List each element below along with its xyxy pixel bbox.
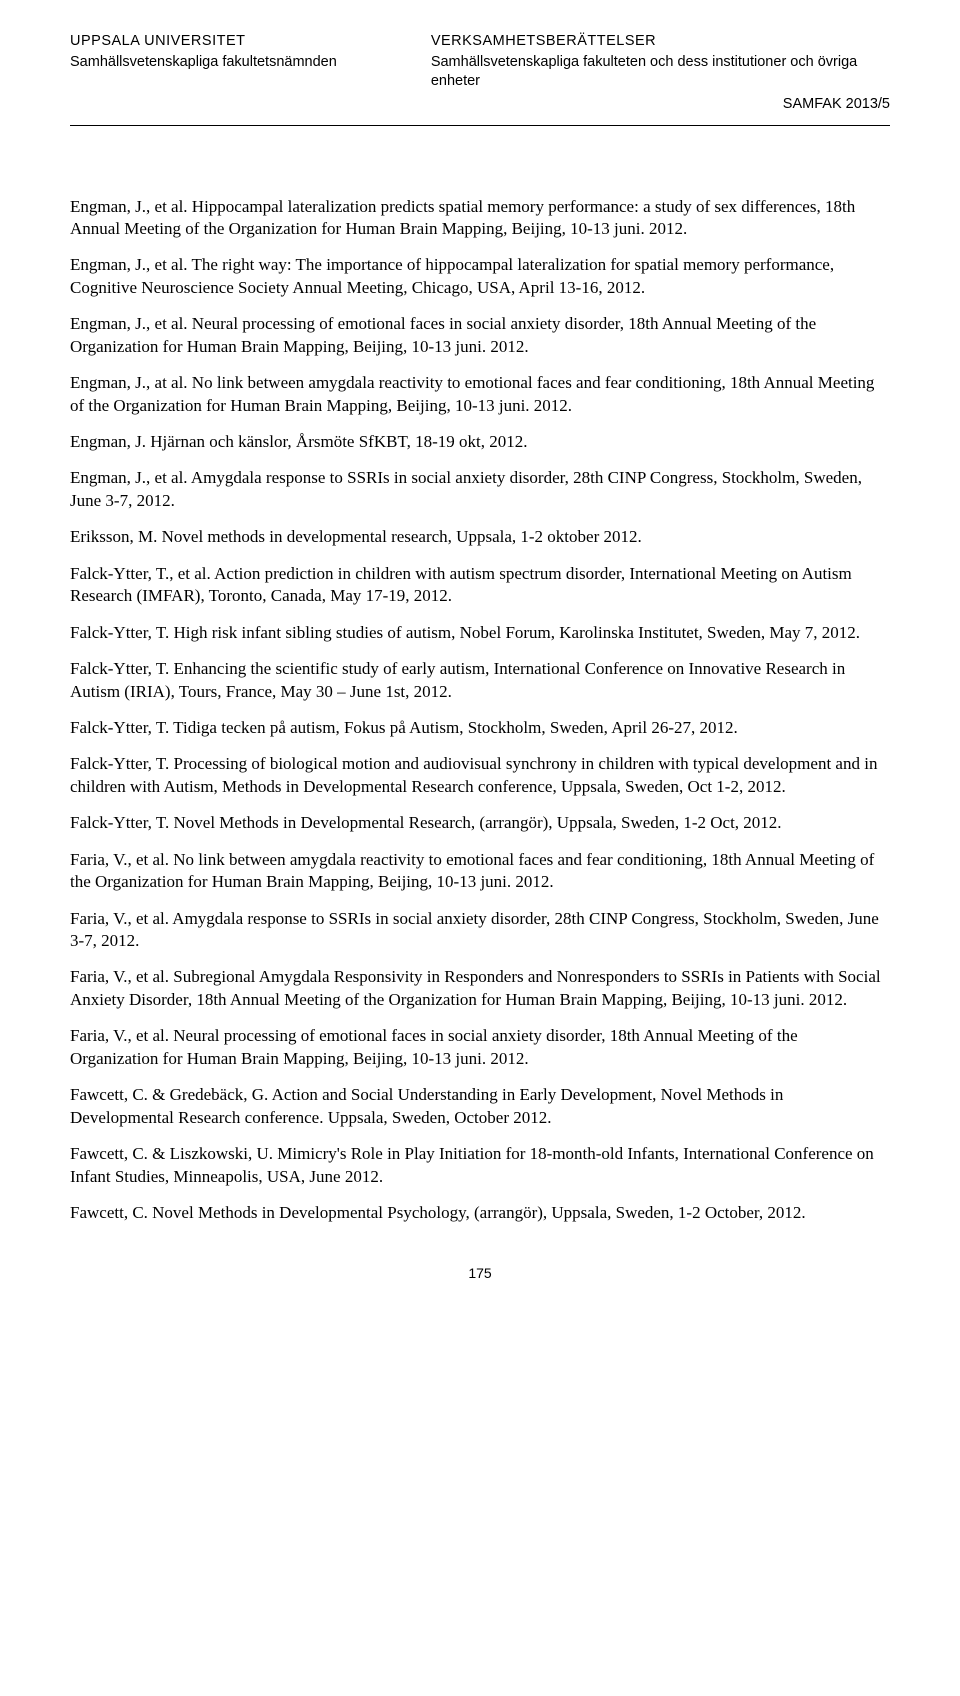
reference-entry: Falck-Ytter, T. Tidiga tecken på autism,… (70, 717, 890, 739)
faculty-board: Samhällsvetenskapliga fakultetsnämnden (70, 53, 431, 72)
reference-entry: Falck-Ytter, T., et al. Action predictio… (70, 563, 890, 608)
reference-entry: Faria, V., et al. Subregional Amygdala R… (70, 966, 890, 1011)
reference-entry: Falck-Ytter, T. High risk infant sibling… (70, 622, 890, 644)
reference-entry: Eriksson, M. Novel methods in developmen… (70, 526, 890, 548)
reference-entry: Engman, J., et al. Neural processing of … (70, 313, 890, 358)
reference-entry: Engman, J., et al. Amygdala response to … (70, 467, 890, 512)
reference-entry: Fawcett, C. Novel Methods in Development… (70, 1202, 890, 1224)
reference-entry: Falck-Ytter, T. Processing of biological… (70, 753, 890, 798)
reference-entry: Engman, J. Hjärnan och känslor, Årsmöte … (70, 431, 890, 453)
institution-name: UPPSALA UNIVERSITET (70, 32, 431, 51)
reference-entry: Fawcett, C. & Liszkowski, U. Mimicry's R… (70, 1143, 890, 1188)
reference-entry: Engman, J., et al. Hippocampal lateraliz… (70, 196, 890, 241)
reference-entry: Engman, J., at al. No link between amygd… (70, 372, 890, 417)
page-number: 175 (70, 1264, 890, 1282)
document-reference: SAMFAK 2013/5 (431, 95, 890, 114)
reference-entry: Falck-Ytter, T. Enhancing the scientific… (70, 658, 890, 703)
reference-entry: Fawcett, C. & Gredebäck, G. Action and S… (70, 1084, 890, 1129)
header-right: VERKSAMHETSBERÄTTELSER Samhällsvetenskap… (431, 32, 890, 115)
reference-entry: Faria, V., et al. Neural processing of e… (70, 1025, 890, 1070)
reference-entry: Falck-Ytter, T. Novel Methods in Develop… (70, 812, 890, 834)
document-type: VERKSAMHETSBERÄTTELSER (431, 32, 890, 51)
document-subtitle: Samhällsvetenskapliga fakulteten och des… (431, 53, 890, 91)
reference-entry: Faria, V., et al. No link between amygda… (70, 849, 890, 894)
header-left: UPPSALA UNIVERSITET Samhällsvetenskaplig… (70, 32, 431, 115)
reference-list: Engman, J., et al. Hippocampal lateraliz… (70, 196, 890, 1225)
reference-entry: Engman, J., et al. The right way: The im… (70, 254, 890, 299)
reference-entry: Faria, V., et al. Amygdala response to S… (70, 908, 890, 953)
page-header: UPPSALA UNIVERSITET Samhällsvetenskaplig… (70, 32, 890, 126)
